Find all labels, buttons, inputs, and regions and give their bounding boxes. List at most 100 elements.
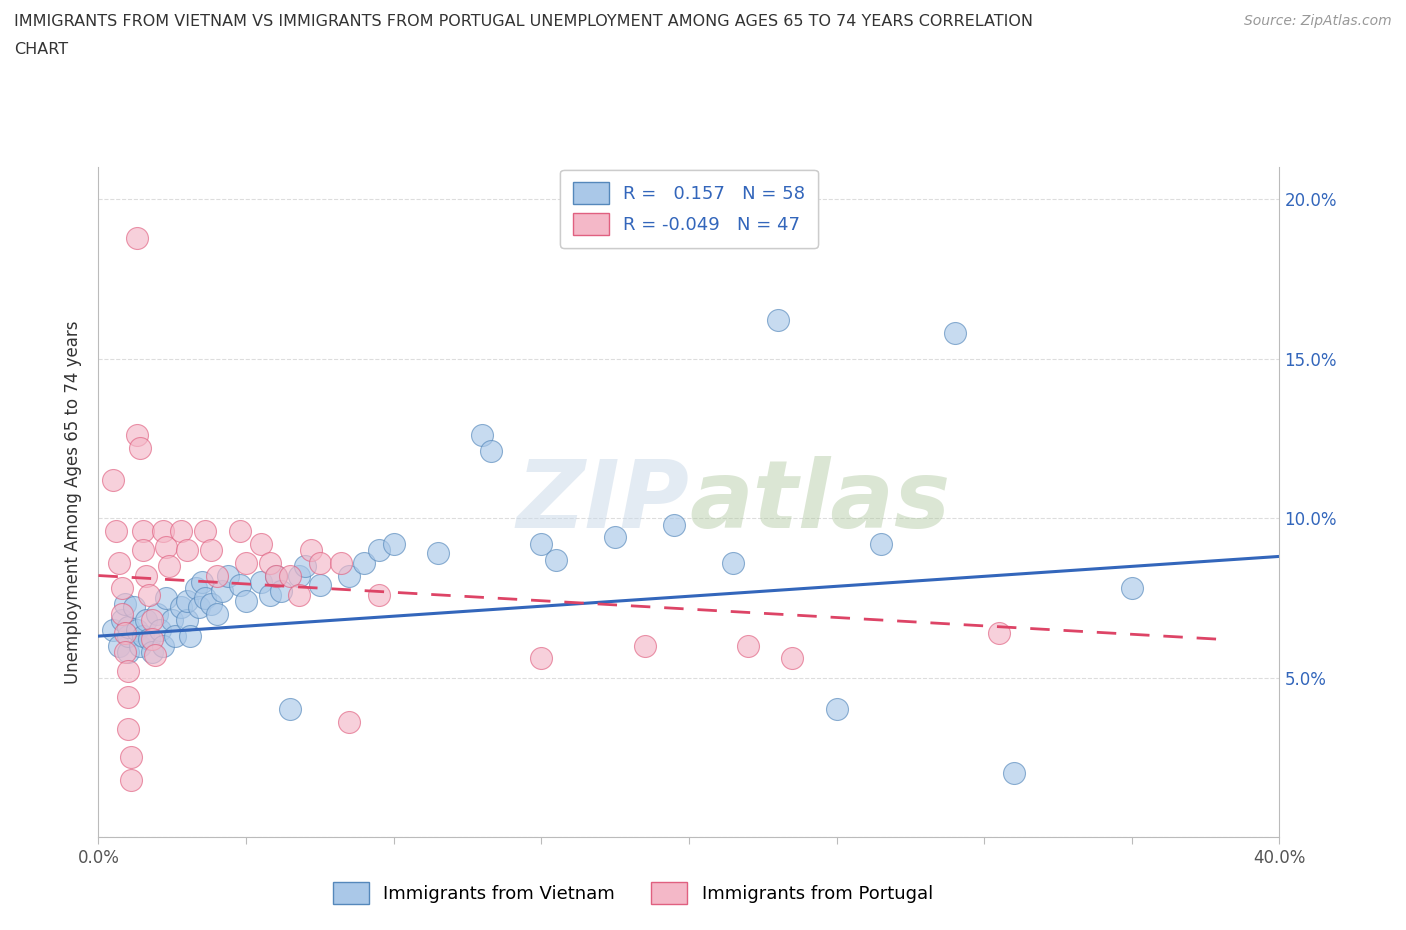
Point <box>1121 581 1143 596</box>
Point <box>111 606 134 621</box>
Point <box>114 597 136 612</box>
Point <box>200 597 222 612</box>
Point <box>155 591 177 605</box>
Point <box>143 648 166 663</box>
Point <box>382 537 405 551</box>
Point <box>117 689 139 704</box>
Point <box>146 606 169 621</box>
Point <box>229 524 252 538</box>
Point <box>138 587 160 602</box>
Point <box>309 578 332 592</box>
Point <box>105 524 128 538</box>
Point <box>157 559 180 574</box>
Point <box>170 600 193 615</box>
Point <box>235 555 257 570</box>
Point <box>368 542 391 557</box>
Point <box>250 537 273 551</box>
Point <box>128 638 150 653</box>
Point <box>530 651 553 666</box>
Point <box>605 530 627 545</box>
Point <box>664 517 686 532</box>
Point <box>117 721 139 736</box>
Point <box>723 555 745 570</box>
Point <box>125 230 148 245</box>
Point <box>368 587 391 602</box>
Point <box>943 326 966 340</box>
Point <box>128 441 150 456</box>
Point <box>103 622 125 637</box>
Point <box>122 600 145 615</box>
Point <box>427 546 450 561</box>
Text: Source: ZipAtlas.com: Source: ZipAtlas.com <box>1244 14 1392 28</box>
Point <box>141 644 163 659</box>
Point <box>114 626 136 641</box>
Point <box>205 568 228 583</box>
Point <box>278 568 302 583</box>
Point <box>250 575 273 590</box>
Point <box>191 575 214 590</box>
Point <box>108 555 131 570</box>
Point <box>737 638 759 653</box>
Point <box>200 542 222 557</box>
Point <box>141 631 163 646</box>
Point <box>339 568 360 583</box>
Point <box>299 542 322 557</box>
Point <box>125 428 148 443</box>
Point <box>309 555 332 570</box>
Point <box>117 664 139 679</box>
Point <box>132 524 155 538</box>
Point <box>152 638 174 653</box>
Point <box>170 524 193 538</box>
Point <box>766 313 789 328</box>
Point <box>633 638 655 653</box>
Point <box>194 591 217 605</box>
Point <box>825 702 848 717</box>
Point <box>217 568 239 583</box>
Point <box>114 644 136 659</box>
Point <box>782 651 804 666</box>
Point <box>149 622 172 637</box>
Point <box>869 537 891 551</box>
Point <box>111 613 134 628</box>
Point <box>259 587 281 602</box>
Point <box>155 539 177 554</box>
Point <box>135 613 157 628</box>
Point <box>120 772 142 787</box>
Point <box>546 552 568 567</box>
Point <box>176 542 198 557</box>
Point <box>235 593 257 608</box>
Point <box>135 568 157 583</box>
Point <box>479 444 502 458</box>
Point <box>141 613 163 628</box>
Point <box>205 606 228 621</box>
Point <box>270 584 292 599</box>
Point <box>471 428 494 443</box>
Point <box>176 613 198 628</box>
Point <box>117 619 139 634</box>
Point <box>117 629 139 644</box>
Point <box>987 626 1010 641</box>
Point <box>530 537 553 551</box>
Point <box>125 622 148 637</box>
Point <box>194 524 217 538</box>
Point <box>211 584 233 599</box>
Point <box>108 638 131 653</box>
Point <box>103 472 125 487</box>
Point <box>117 644 139 659</box>
Point <box>138 631 160 646</box>
Point <box>278 702 302 717</box>
Text: CHART: CHART <box>14 42 67 57</box>
Point <box>132 542 155 557</box>
Point <box>339 715 360 730</box>
Point <box>176 593 198 608</box>
Point <box>132 629 155 644</box>
Text: IMMIGRANTS FROM VIETNAM VS IMMIGRANTS FROM PORTUGAL UNEMPLOYMENT AMONG AGES 65 T: IMMIGRANTS FROM VIETNAM VS IMMIGRANTS FR… <box>14 14 1033 29</box>
Point <box>111 581 134 596</box>
Point <box>187 600 209 615</box>
Legend: R =   0.157   N = 58, R = -0.049   N = 47: R = 0.157 N = 58, R = -0.049 N = 47 <box>560 170 818 248</box>
Point <box>1002 765 1025 780</box>
Point <box>165 629 187 644</box>
Point <box>288 568 311 583</box>
Point <box>264 568 287 583</box>
Y-axis label: Unemployment Among Ages 65 to 74 years: Unemployment Among Ages 65 to 74 years <box>65 321 83 684</box>
